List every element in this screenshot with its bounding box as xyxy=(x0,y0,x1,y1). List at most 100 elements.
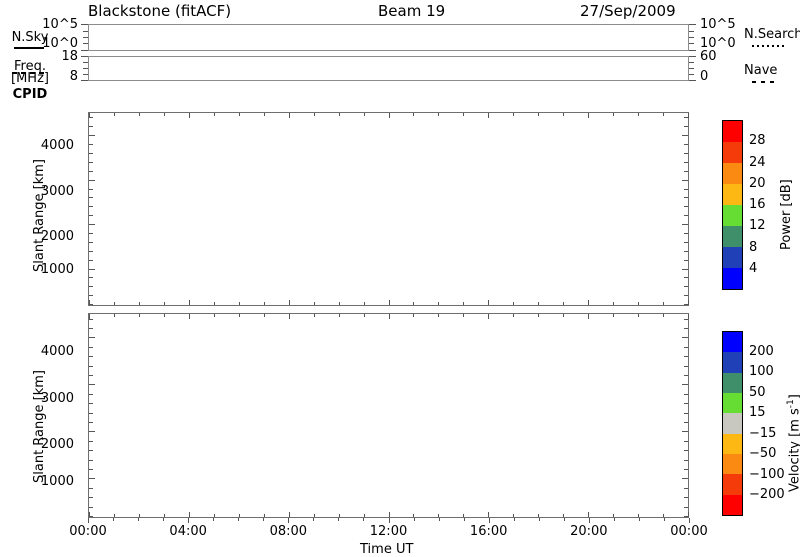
time-gridtick xyxy=(388,113,390,118)
range-gridtick xyxy=(684,215,688,217)
range-gridtick xyxy=(684,318,688,320)
range-gridtick xyxy=(682,384,688,386)
range-gridtick xyxy=(89,117,93,119)
power-plot-panel xyxy=(88,112,689,306)
freq-ytick-right-top: 60 xyxy=(700,49,717,64)
time-gridtick xyxy=(338,514,340,517)
time-gridtick xyxy=(588,113,590,118)
time-gridtick xyxy=(438,314,440,317)
time-gridtick xyxy=(213,514,215,517)
time-gridtick xyxy=(638,514,640,517)
time-gridtick xyxy=(238,514,240,517)
velocity-colorbar-tick: 200 xyxy=(749,343,774,359)
range-gridtick xyxy=(682,431,688,433)
range-gridtick xyxy=(89,506,93,508)
time-gridtick xyxy=(438,302,440,305)
xaxis-tick-label: 16:00 xyxy=(469,524,508,539)
time-gridtick xyxy=(138,113,140,116)
velocity-ytick-3000: 3000 xyxy=(40,391,74,406)
xaxis-tick-label: 08:00 xyxy=(269,524,308,539)
range-gridtick xyxy=(684,375,688,377)
time-gridtick xyxy=(188,300,190,305)
power-colorbar-tick: 16 xyxy=(749,197,766,212)
xaxis-minor-tick xyxy=(363,518,365,521)
time-gridtick xyxy=(188,512,190,517)
freq-ytick-right-bottom: 0 xyxy=(700,69,709,84)
xaxis-major-tick xyxy=(88,518,89,523)
xaxis-minor-tick xyxy=(563,518,565,521)
range-gridtick xyxy=(684,259,688,261)
velocity-colorbar xyxy=(722,331,743,516)
time-gridtick xyxy=(288,512,290,517)
time-gridtick xyxy=(663,113,665,116)
range-gridtick xyxy=(684,295,688,297)
time-gridtick xyxy=(588,314,590,319)
legend-nsearch-linestyle xyxy=(752,45,786,47)
time-gridtick xyxy=(488,314,490,319)
time-gridtick xyxy=(113,514,115,517)
time-gridtick xyxy=(413,302,415,305)
time-gridtick xyxy=(413,314,415,317)
freq-tick-right-major-bottom xyxy=(689,80,696,81)
freq-tick-left-major-bottom xyxy=(81,80,88,81)
velocity-colorbar-swatch xyxy=(723,332,742,353)
time-gridtick xyxy=(638,113,640,116)
velocity-colorbar-tick: 15 xyxy=(749,405,766,421)
xaxis-minor-tick xyxy=(163,518,165,521)
plot-title: Blackstone (fitACF) xyxy=(88,2,232,20)
time-gridtick xyxy=(163,302,165,305)
range-gridtick xyxy=(89,286,93,288)
power-colorbar-tick: 24 xyxy=(749,154,766,170)
power-colorbar-title: Power [dB] xyxy=(779,179,794,250)
noise-tick-left-minor xyxy=(83,37,88,38)
time-gridtick xyxy=(238,314,240,317)
noise-tick-left-major-top xyxy=(81,24,88,25)
legend-cpid-label: CPID xyxy=(12,87,48,102)
xaxis-minor-tick xyxy=(663,518,665,521)
xaxis-minor-tick xyxy=(263,518,265,521)
power-colorbar-swatch xyxy=(723,247,742,268)
frequency-panel xyxy=(88,56,689,81)
time-gridtick xyxy=(513,514,515,517)
xaxis-minor-tick xyxy=(213,518,215,521)
xaxis-tick-label: 00:00 xyxy=(69,524,107,539)
velocity-colorbar-swatch xyxy=(723,474,742,495)
time-gridtick xyxy=(338,302,340,305)
range-gridtick xyxy=(684,422,688,424)
time-gridtick xyxy=(488,113,490,118)
time-gridtick xyxy=(588,300,590,305)
noise-ytick-left-top: 10^5 xyxy=(42,17,78,32)
legend-nsearch-label: N.Search xyxy=(744,27,800,42)
time-gridtick xyxy=(688,512,689,517)
noise-tick-right-major-bottom xyxy=(689,50,696,51)
range-gridtick xyxy=(684,117,688,119)
time-gridtick xyxy=(89,512,90,517)
velocity-plot-panel xyxy=(88,313,689,518)
range-gridtick xyxy=(89,497,93,499)
time-gridtick xyxy=(89,314,90,319)
range-gridtick xyxy=(684,304,688,306)
power-colorbar-swatch xyxy=(723,163,742,184)
time-gridtick xyxy=(263,514,265,517)
time-gridtick xyxy=(338,113,340,116)
freq-tick-left-minor xyxy=(83,74,88,75)
time-gridtick xyxy=(688,113,689,118)
range-gridtick xyxy=(682,179,688,181)
power-colorbar-swatch xyxy=(723,226,742,247)
range-gridtick xyxy=(684,126,688,128)
range-gridtick xyxy=(89,431,95,433)
power-colorbar-swatch xyxy=(723,142,742,163)
time-gridtick xyxy=(563,314,565,317)
power-colorbar-tick: 8 xyxy=(749,239,758,255)
range-gridtick xyxy=(684,277,688,279)
noise-tick-left-minor xyxy=(83,43,88,44)
noise-tick-left-minor xyxy=(83,31,88,32)
legend-nave-label: Nave xyxy=(744,63,778,78)
time-gridtick xyxy=(613,302,615,305)
range-gridtick xyxy=(89,161,93,163)
range-gridtick xyxy=(682,135,688,137)
range-gridtick xyxy=(684,188,688,190)
freq-ytick-left-top: 18 xyxy=(61,49,78,64)
range-gridtick xyxy=(89,295,93,297)
range-gridtick xyxy=(89,356,93,358)
